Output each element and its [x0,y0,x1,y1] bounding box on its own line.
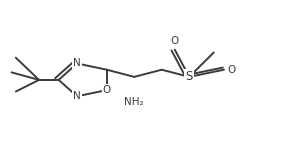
Text: N: N [73,91,81,101]
Text: N: N [73,58,81,68]
Text: O: O [171,36,179,46]
Text: NH₂: NH₂ [124,97,144,107]
Text: S: S [185,70,193,83]
Text: O: O [103,85,111,95]
Text: O: O [227,65,236,75]
